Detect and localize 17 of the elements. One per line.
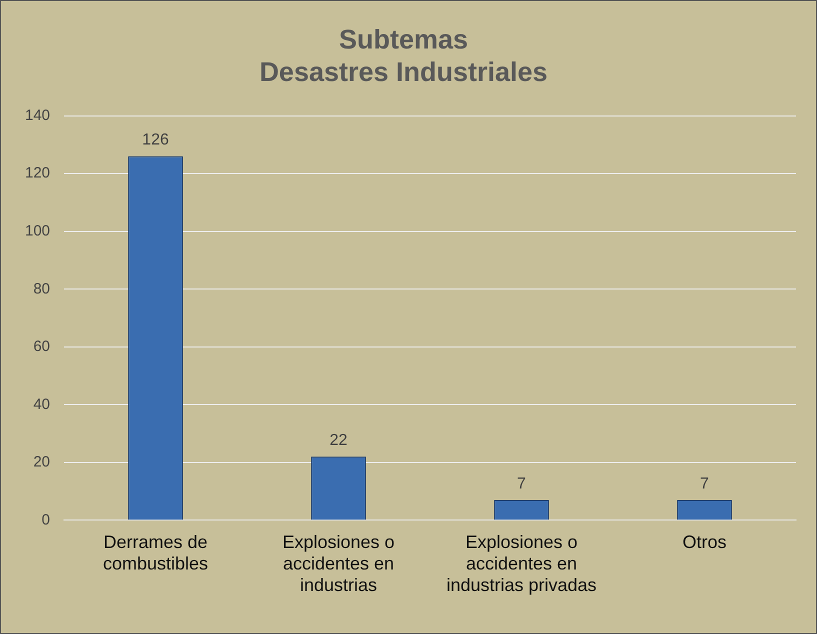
x-tick-label: Explosiones o accidentes en industrias privadas <box>446 532 597 596</box>
y-tick-label: 60 <box>33 338 50 356</box>
y-tick-label: 40 <box>33 396 50 413</box>
y-tick-label: 80 <box>33 280 50 298</box>
x-tick-label: Otros <box>682 532 727 552</box>
y-tick-label: 0 <box>42 511 50 528</box>
y-tick-label: 120 <box>24 164 50 182</box>
y-tick-label: 100 <box>24 222 50 240</box>
data-label: 126 <box>142 132 169 149</box>
y-tick-label: 140 <box>24 106 50 124</box>
data-label: 22 <box>330 432 348 450</box>
y-tick-label: 20 <box>33 454 50 471</box>
data-label: 7 <box>700 475 710 492</box>
x-tick-label: Derrames de combustibles <box>103 532 208 574</box>
x-tick-label: Explosiones o accidentes en industrias <box>282 532 395 596</box>
chart-title: Subtemas Desastres Industriales <box>259 24 548 88</box>
data-label: 7 <box>517 475 526 492</box>
